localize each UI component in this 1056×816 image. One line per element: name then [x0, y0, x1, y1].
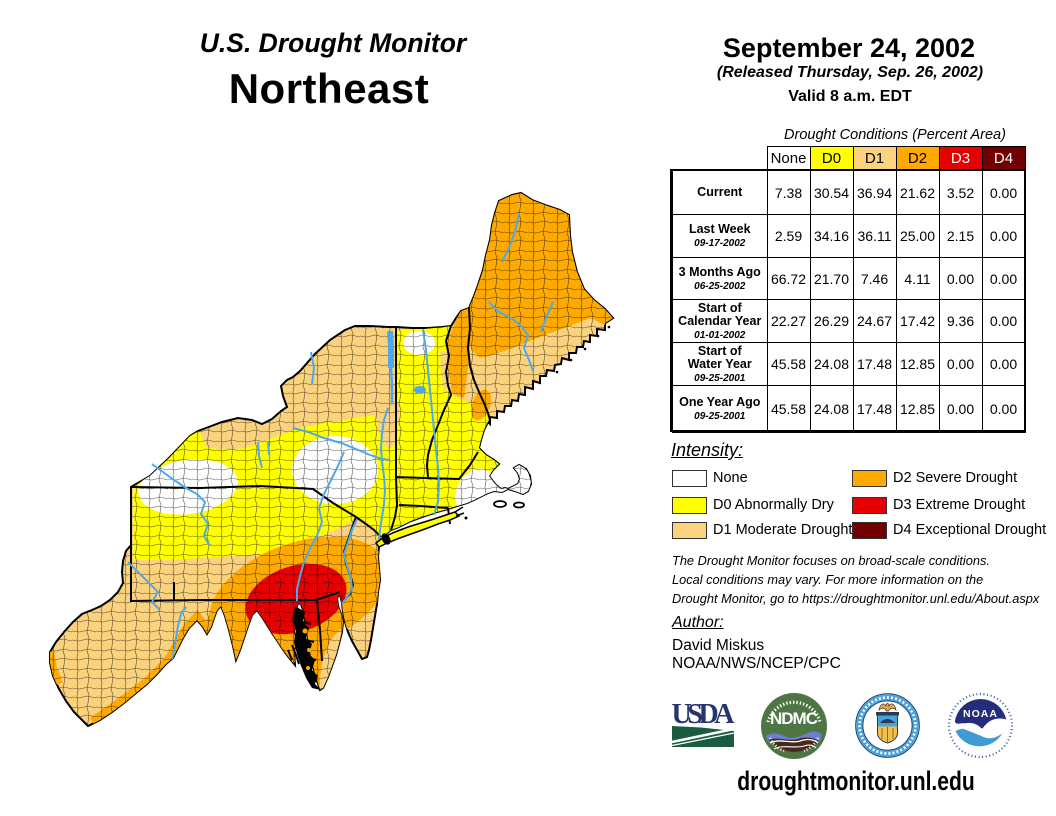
svg-text:NOAA: NOAA: [963, 708, 998, 720]
svg-text:USDA: USDA: [672, 700, 736, 730]
svg-text:NDMC: NDMC: [770, 709, 818, 728]
